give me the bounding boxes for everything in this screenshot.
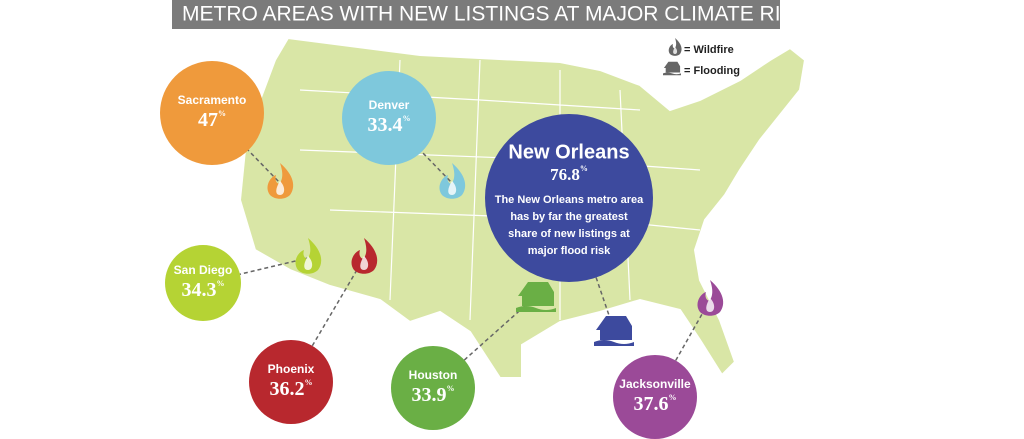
wildfire-icon-inner [304,256,313,270]
city-value: 34.3% [182,279,225,301]
title: METRO AREAS WITH NEW LISTINGS AT MAJOR C… [182,3,809,26]
city-circle [485,114,653,282]
city-name: Phoenix [268,362,315,376]
city-note: share of new listings at [508,228,630,240]
city-name: Jacksonville [619,377,691,391]
value: 36.2 [270,378,305,400]
city-value: 47% [198,109,226,131]
city-value: 36.2% [270,378,313,400]
wildfire-icon [351,238,378,274]
wildfire-icon-inner [360,256,369,270]
value: 37.6 [634,393,669,415]
unit: % [218,109,226,118]
legend-label: = Flooding [684,65,740,77]
city-name: Sacramento [178,93,247,107]
wildfire-icon-inner [276,181,285,195]
wildfire-icon [267,163,294,199]
title-bar [172,0,780,29]
city-note: major flood risk [528,245,611,257]
city-circle [391,346,475,430]
value: 47 [198,109,218,131]
wildfire-icon [439,163,466,199]
wildfire-icon-inner [448,181,457,195]
value: 34.3 [182,279,217,301]
city-name: San Diego [174,263,233,277]
unit: % [305,378,313,387]
city-circle [613,355,697,439]
city-circle [249,340,333,424]
city-value: 33.4% [368,114,411,136]
value: 33.4 [368,114,403,136]
unit: % [403,114,411,123]
flooding-icon [594,316,634,346]
city-value: 37.6% [634,393,677,415]
city-note: has by far the greatest [510,211,628,223]
wildfire-icon-inner [673,47,678,54]
city-name: New Orleans [508,141,629,163]
city-circle [342,71,436,165]
wildfire-icon [697,280,724,316]
value: 33.9 [412,384,447,406]
city-value: 76.8% [550,164,588,184]
value: 76.8 [550,165,580,184]
wildfire-icon-inner [706,298,715,312]
unit: % [217,279,225,288]
city-value: 33.9% [412,384,455,406]
flooding-icon [663,61,681,76]
unit: % [669,393,677,402]
wildfire-icon [668,38,682,56]
connector [654,299,711,398]
unit: % [447,384,455,393]
city-name: Houston [409,368,458,382]
city-circle [165,245,241,321]
city-note: The New Orleans metro area [495,194,644,206]
flooding-icon [516,282,556,312]
legend-label: = Wildfire [684,44,734,56]
city-circle [160,61,264,165]
unit: % [580,164,588,173]
wildfire-icon [295,238,322,274]
city-name: Denver [369,98,410,112]
